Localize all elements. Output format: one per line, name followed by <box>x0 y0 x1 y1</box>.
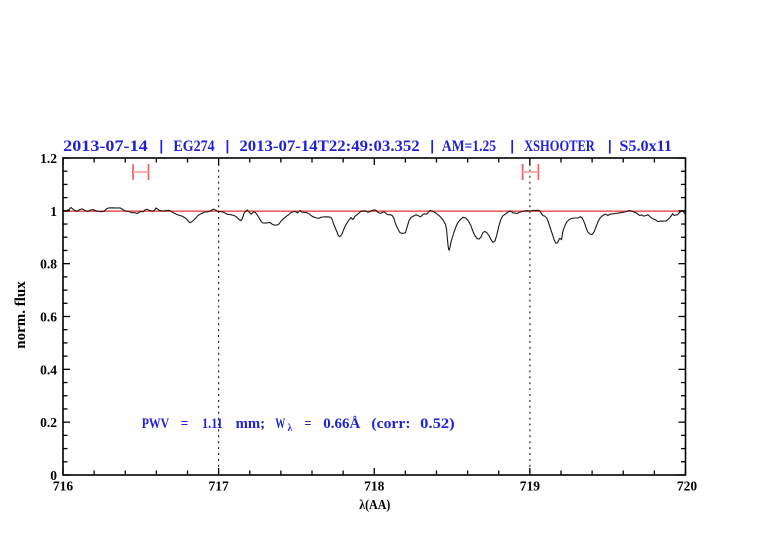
svg-text:norm. flux: norm. flux <box>13 281 29 349</box>
svg-text:720: 720 <box>677 478 698 493</box>
svg-text:717: 717 <box>208 478 229 493</box>
svg-text:0.4: 0.4 <box>40 362 57 377</box>
svg-text:W: W <box>275 416 285 432</box>
svg-text:AM=1.25: AM=1.25 <box>442 138 496 155</box>
svg-text:=: = <box>181 416 189 432</box>
svg-text:0: 0 <box>50 468 57 483</box>
svg-text:1.11: 1.11 <box>202 416 223 432</box>
svg-text:0.6: 0.6 <box>40 310 57 325</box>
svg-text:PWV: PWV <box>142 416 170 432</box>
svg-text:0.8: 0.8 <box>40 257 57 272</box>
svg-text:(corr:: (corr: <box>371 416 410 432</box>
svg-text:λ(AA): λ(AA) <box>359 498 390 513</box>
svg-text:mm;: mm; <box>236 416 266 432</box>
svg-text:2013-07-14: 2013-07-14 <box>63 138 148 155</box>
svg-text:S5.0x11: S5.0x11 <box>619 138 672 155</box>
svg-text:0.66Å: 0.66Å <box>323 416 360 432</box>
svg-text:1: 1 <box>50 204 57 219</box>
svg-text:1.2: 1.2 <box>40 151 57 166</box>
svg-text:λ: λ <box>288 422 293 434</box>
svg-text:716: 716 <box>53 478 74 493</box>
svg-text:718: 718 <box>364 478 385 493</box>
svg-text:2013-07-14T22:49:03.352: 2013-07-14T22:49:03.352 <box>239 138 420 155</box>
svg-text:0.52): 0.52) <box>420 416 455 432</box>
svg-text:XSHOOTER: XSHOOTER <box>524 138 595 155</box>
svg-text:=: = <box>305 416 312 432</box>
svg-text:EG274: EG274 <box>173 138 215 155</box>
svg-text:719: 719 <box>520 478 541 493</box>
svg-text:0.2: 0.2 <box>40 415 57 430</box>
